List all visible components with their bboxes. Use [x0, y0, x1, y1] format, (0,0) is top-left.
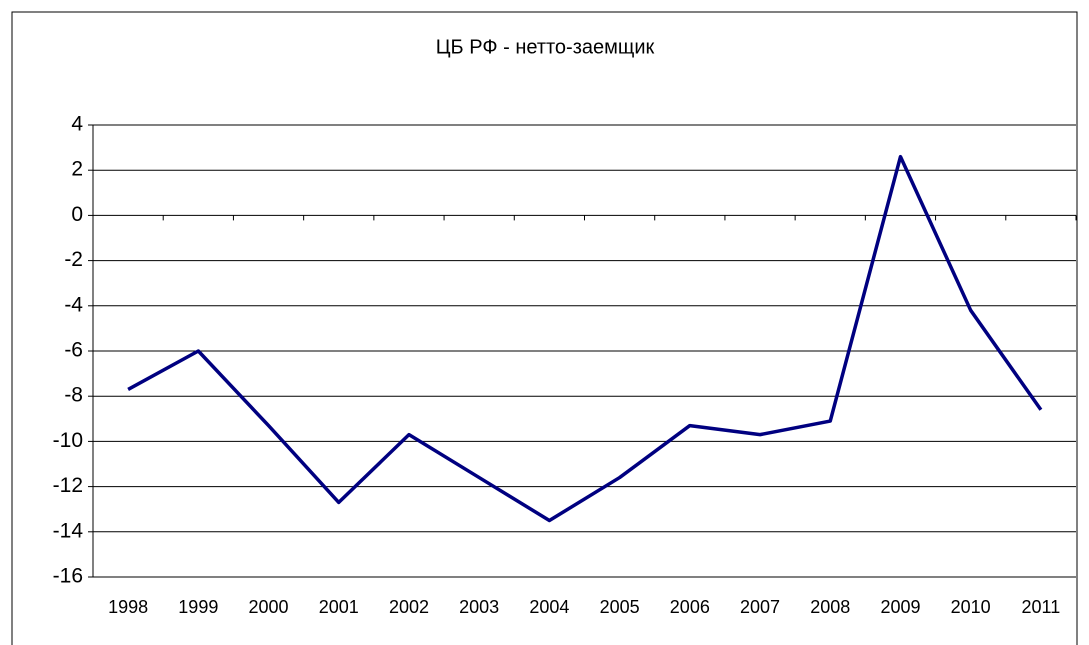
- y-tick-label: -14: [53, 519, 84, 542]
- x-tick-label: 2007: [740, 597, 780, 617]
- y-tick-label: -2: [64, 248, 83, 271]
- chart-title: ЦБ РФ - нетто-заемщик: [436, 36, 655, 58]
- y-tick-label: -6: [64, 339, 83, 362]
- x-tick-label: 2008: [810, 597, 850, 617]
- y-tick-label: -10: [53, 429, 83, 452]
- x-tick-label: 2011: [1022, 597, 1061, 617]
- y-tick-label: -16: [53, 565, 83, 588]
- x-tick-label: 2005: [600, 597, 640, 617]
- y-tick-label: -12: [53, 474, 83, 497]
- x-tick-label: 1999: [178, 597, 218, 617]
- data-line: [127, 154, 1043, 523]
- chart-border: [11, 11, 1078, 645]
- x-tick-label: 2004: [529, 597, 569, 617]
- x-tick-label: 2010: [951, 597, 991, 617]
- y-tick-label: 2: [71, 158, 83, 181]
- y-tick-label: -8: [64, 384, 83, 407]
- y-tick-label: 0: [71, 203, 83, 226]
- y-tick-label: 4: [71, 113, 83, 136]
- x-tick-label: 2006: [670, 597, 710, 617]
- x-tick-label: 2003: [459, 597, 499, 617]
- y-tick-label: -4: [64, 293, 83, 316]
- x-tick-label: 2009: [880, 597, 920, 617]
- x-tick-label: 2000: [249, 597, 289, 617]
- x-tick-label: 1998: [108, 597, 148, 617]
- x-tick-label: 2002: [389, 597, 429, 617]
- x-tick-label: 2001: [319, 597, 359, 617]
